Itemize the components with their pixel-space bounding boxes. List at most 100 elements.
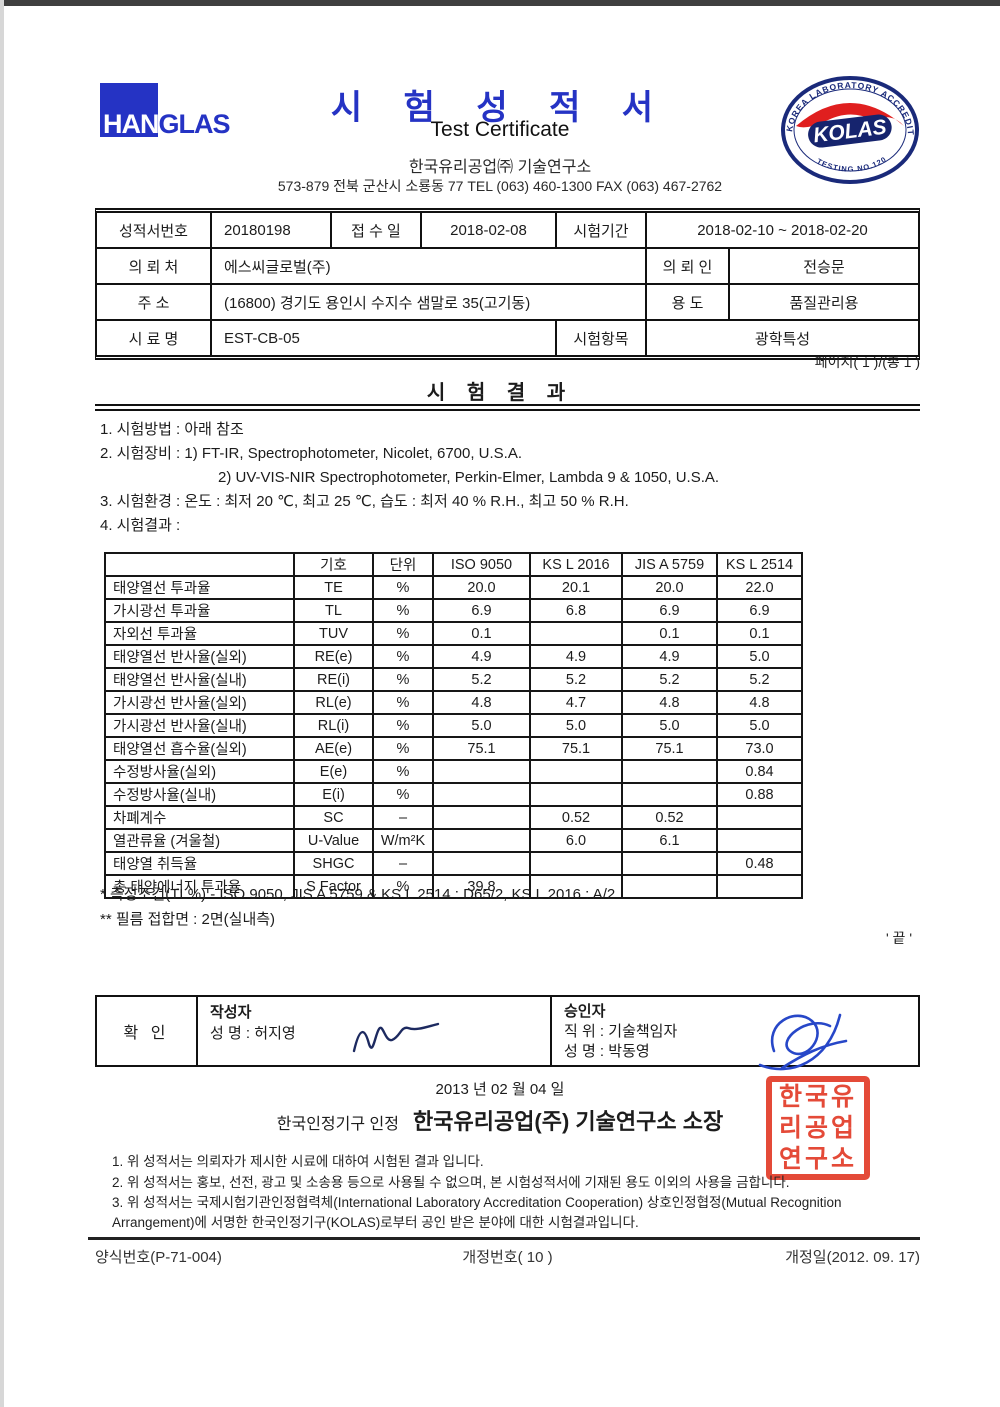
hanglas-logo-wordmark: HANGLAS bbox=[103, 109, 231, 140]
results-cell: 20.1 bbox=[529, 575, 623, 600]
approver-cell: 승인자 직 위 : 기술책임자 성 명 : 박동영 bbox=[552, 997, 918, 1071]
approver-title: 승인자 bbox=[564, 1003, 606, 1020]
results-data-row: 태양열선 반사율(실내) RE(i)% 5.2 5.2 5.2 5.2 bbox=[104, 667, 803, 692]
results-cell: SHGC bbox=[293, 851, 374, 876]
results-cell bbox=[432, 851, 531, 876]
results-header-cell: JIS A 5759 bbox=[621, 552, 718, 577]
results-cell bbox=[716, 874, 803, 899]
document-title-english: Test Certificate bbox=[430, 118, 570, 141]
writer-title: 작성자 bbox=[210, 1004, 252, 1021]
certificate-info-table: 성적서번호 20180198 접 수 일 2018-02-08 시험기간 201… bbox=[95, 208, 920, 360]
test-equipment-line1: 2. 시험장비 : 1) FT-IR, Spectrophotometer, N… bbox=[100, 445, 523, 462]
results-cell: 태양열선 흡수율(실외) bbox=[104, 736, 295, 761]
results-cell: 4.9 bbox=[432, 644, 531, 669]
legal-note-1: 1. 위 성적서는 의뢰자가 제시한 시료에 대하여 시험된 결과 입니다. bbox=[112, 1154, 484, 1169]
results-cell: E(i) bbox=[293, 782, 374, 807]
kolas-accreditation-seal: KOREA LABORATORY ACCREDITION SCHEME KOLA… bbox=[776, 66, 920, 191]
hanglas-logo-square bbox=[100, 83, 158, 137]
results-cell bbox=[529, 851, 623, 876]
scan-edge-left bbox=[0, 0, 4, 1407]
results-cell: 5.2 bbox=[621, 667, 718, 692]
results-cell: 5.0 bbox=[432, 713, 531, 738]
results-cell: % bbox=[372, 782, 434, 807]
results-cell bbox=[432, 828, 531, 853]
results-cell: 75.1 bbox=[432, 736, 531, 761]
results-data-row: 자외선 투과율 TUV% 0.1 0.1 0.1 bbox=[104, 621, 803, 646]
results-section-heading: 시 험 결 과 bbox=[426, 382, 574, 404]
issuer-line: 한국인정기구 인정 한국유리공업(주) 기술연구소 소장 bbox=[0, 1104, 1000, 1136]
seal-row: 연구소 bbox=[778, 1144, 857, 1173]
address-label: 주 소 bbox=[97, 285, 212, 319]
end-mark: ' 끝 ' bbox=[885, 930, 912, 946]
results-cell: RL(i) bbox=[293, 713, 374, 738]
results-cell: 0.52 bbox=[621, 805, 718, 830]
results-cell: 6.9 bbox=[432, 598, 531, 623]
results-cell: TUV bbox=[293, 621, 374, 646]
legal-note-2: 2. 위 성적서는 홍보, 선전, 광고 및 소송용 등으로 사용될 수 없으며… bbox=[112, 1174, 790, 1190]
measurement-footnotes: * 측정조건(TL%) - ISO 9050, JIS A 5759 & KS … bbox=[100, 882, 615, 932]
results-cell: 가시광선 투과율 bbox=[104, 598, 295, 623]
client-value: 에스씨글로벌(주) bbox=[212, 249, 647, 283]
writer-name: 성 명 : 허지영 bbox=[210, 1025, 296, 1042]
results-cell: 태양열선 반사율(실외) bbox=[104, 644, 295, 669]
use-value: 품질관리용 bbox=[789, 294, 859, 312]
approver-signature bbox=[758, 1013, 848, 1071]
results-data-row: 태양열선 반사율(실외) RE(e)% 4.9 4.9 4.9 5.0 bbox=[104, 644, 803, 669]
results-cell: 4.9 bbox=[529, 644, 623, 669]
results-cell: % bbox=[372, 713, 434, 738]
results-cell: % bbox=[372, 575, 434, 600]
results-cell: 4.7 bbox=[529, 690, 623, 715]
test-equipment-line2: 2) UV-VIS-NIR Spectrophotometer, Perkin-… bbox=[218, 469, 720, 486]
results-cell: 0.1 bbox=[621, 621, 718, 646]
seal-row: 한국유 bbox=[778, 1083, 857, 1112]
results-cell: 5.2 bbox=[529, 667, 623, 692]
results-cell bbox=[621, 874, 718, 899]
results-cell: 5.2 bbox=[432, 667, 531, 692]
results-header-cell: KS L 2514 bbox=[716, 552, 803, 577]
results-cell: 5.2 bbox=[716, 667, 803, 692]
confirmation-box: 확 인 작성자 성 명 : 허지영 승인자 직 위 : 기술책임자 성 명 : … bbox=[95, 995, 920, 1071]
results-cell: RE(i) bbox=[293, 667, 374, 692]
results-cell bbox=[716, 828, 803, 853]
results-cell: U-Value bbox=[293, 828, 374, 853]
results-cell: 0.48 bbox=[716, 851, 803, 876]
organization-address: 573-879 전북 군산시 소룡동 77 TEL (063) 460-1300… bbox=[277, 178, 723, 194]
writer-cell: 작성자 성 명 : 허지영 bbox=[198, 997, 552, 1065]
results-header-cell bbox=[104, 552, 295, 577]
results-data-row: 가시광선 반사율(실외) RL(e)% 4.8 4.7 4.8 4.8 bbox=[104, 690, 803, 715]
page-indicator: 페이지( 1 )/(총 1 ) bbox=[814, 354, 920, 370]
results-cell bbox=[716, 805, 803, 830]
results-cell bbox=[621, 851, 718, 876]
results-cell: 5.0 bbox=[716, 713, 803, 738]
sample-name-value: EST-CB-05 bbox=[212, 321, 557, 355]
results-header-cell: ISO 9050 bbox=[432, 552, 531, 577]
report-no-value: 20180198 bbox=[212, 213, 332, 247]
test-result-label: 4. 시험결과 : bbox=[100, 517, 181, 534]
results-cell: % bbox=[372, 690, 434, 715]
official-red-seal: 한국유 리공업 연구소 bbox=[766, 1076, 870, 1180]
results-cell: 75.1 bbox=[529, 736, 623, 761]
results-cell: 6.0 bbox=[529, 828, 623, 853]
test-environment-line: 3. 시험환경 : 온도 : 최저 20 ℃, 최고 25 ℃, 습도 : 최저… bbox=[100, 493, 629, 510]
issue-date: 2013 년 02 월 04 일 bbox=[435, 1081, 565, 1098]
results-cell: 4.8 bbox=[432, 690, 531, 715]
test-item-label: 시험항목 bbox=[557, 321, 647, 355]
footnote-film-side: ** 필름 접합면 : 2면(실내측) bbox=[100, 911, 276, 928]
results-cell: RL(e) bbox=[293, 690, 374, 715]
results-cell: 73.0 bbox=[716, 736, 803, 761]
results-cell bbox=[529, 782, 623, 807]
results-cell: % bbox=[372, 621, 434, 646]
results-cell: 차폐계수 bbox=[104, 805, 295, 830]
results-cell: 75.1 bbox=[621, 736, 718, 761]
results-cell: W/m²K bbox=[372, 828, 434, 853]
issuer-name: 한국유리공업(주) 기술연구소 소장 bbox=[412, 1109, 724, 1134]
results-cell: 태양열선 투과율 bbox=[104, 575, 295, 600]
results-cell: – bbox=[372, 805, 434, 830]
results-cell: 자외선 투과율 bbox=[104, 621, 295, 646]
results-cell: E(e) bbox=[293, 759, 374, 784]
sample-name-label: 시 료 명 bbox=[97, 321, 212, 355]
requester-label: 의 뢰 인 bbox=[647, 249, 730, 283]
hanglas-logo-han: HAN bbox=[103, 109, 159, 139]
results-cell: % bbox=[372, 874, 434, 899]
results-cell: 6.8 bbox=[529, 598, 623, 623]
